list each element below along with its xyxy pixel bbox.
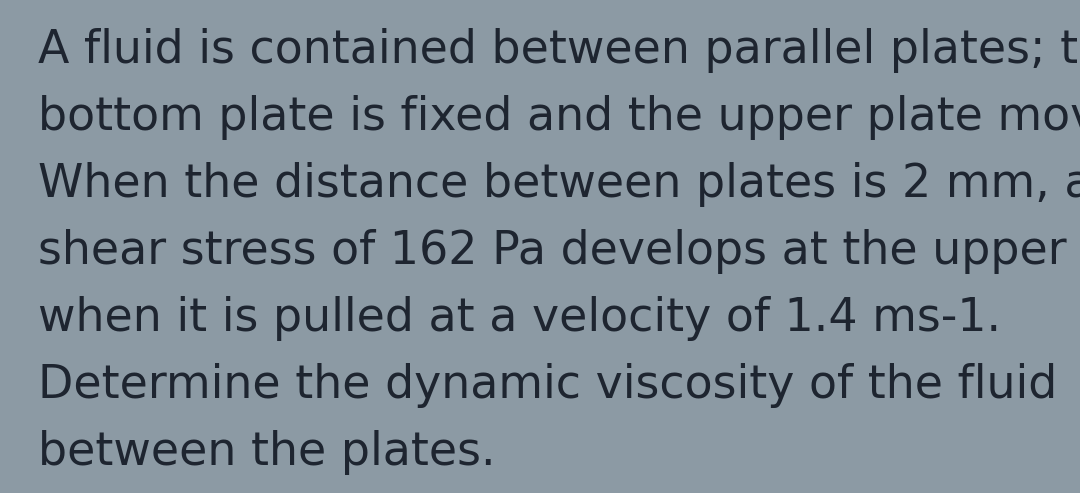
Text: when it is pulled at a velocity of 1.4 ms-1.: when it is pulled at a velocity of 1.4 m… <box>38 296 1001 341</box>
Text: bottom plate is fixed and the upper plate moves.: bottom plate is fixed and the upper plat… <box>38 95 1080 140</box>
Text: Determine the dynamic viscosity of the fluid: Determine the dynamic viscosity of the f… <box>38 363 1057 408</box>
Text: When the distance between plates is 2 mm, a: When the distance between plates is 2 mm… <box>38 162 1080 207</box>
Text: shear stress of 162 Pa develops at the upper plate: shear stress of 162 Pa develops at the u… <box>38 229 1080 274</box>
Text: between the plates.: between the plates. <box>38 430 496 475</box>
Text: A fluid is contained between parallel plates; the: A fluid is contained between parallel pl… <box>38 28 1080 73</box>
